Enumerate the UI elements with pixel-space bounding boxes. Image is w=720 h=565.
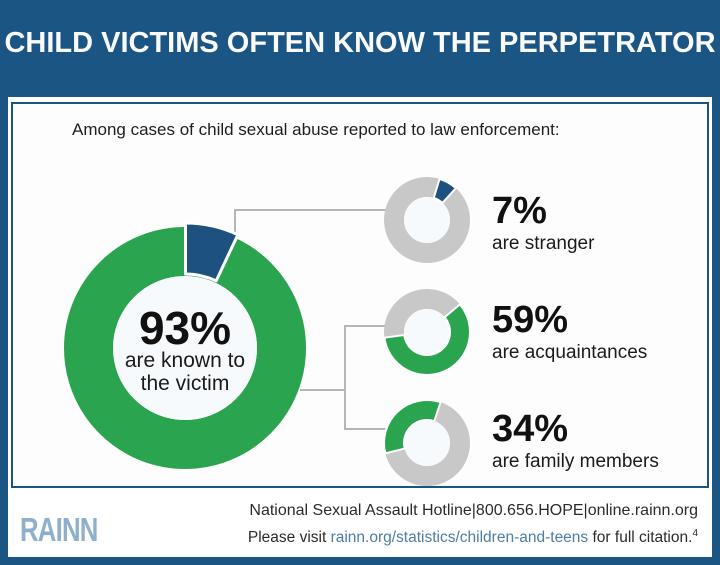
citation-prefix: Please visit — [247, 529, 331, 547]
stat-caption: are stranger — [492, 233, 595, 254]
connector-line — [344, 325, 346, 430]
hotline-text: National Sexual Assault Hotline|800.656.… — [249, 502, 698, 519]
connector-line — [346, 428, 387, 430]
acquaintances-donut-chart — [383, 289, 471, 376]
stranger-donut-chart — [384, 177, 470, 263]
subtitle: Among cases of child sexual abuse report… — [72, 120, 560, 139]
citation-suffix: for full citation. — [588, 529, 693, 547]
acquaintances-stat: 59% are acquaintances — [492, 301, 647, 364]
stat-percent: 59% — [492, 299, 569, 341]
page-title: CHILD VICTIMS OFTEN KNOW THE PERPETRATOR — [4, 27, 716, 59]
stat-percent: 34% — [492, 408, 569, 450]
citation-footnote-mark: 4 — [692, 528, 698, 539]
connector-line — [234, 209, 236, 241]
connector-line — [300, 389, 346, 391]
rainn-logo: RAINN — [20, 511, 98, 548]
citation-text: Please visit rainn.org/statistics/childr… — [248, 528, 698, 547]
main-donut-caption-line2: the victim — [140, 372, 230, 395]
stat-caption: are acquaintances — [492, 342, 648, 363]
stat-percent: 7% — [492, 190, 547, 232]
citation-link[interactable]: rainn.org/statistics/children-and-teens — [330, 529, 589, 547]
stat-caption: are family members — [492, 451, 659, 472]
stranger-stat: 7% are stranger — [492, 192, 594, 255]
main-donut-caption-line1: are known to — [124, 349, 246, 372]
main-donut-center-label: 93% are known to the victim — [105, 302, 265, 395]
main-donut-percent: 93% — [138, 302, 232, 354]
family-donut-chart — [383, 399, 470, 486]
connector-line — [234, 209, 386, 211]
main-donut-chart — [64, 221, 306, 469]
connector-line — [346, 325, 385, 327]
family-stat: 34% are family members — [492, 410, 659, 473]
